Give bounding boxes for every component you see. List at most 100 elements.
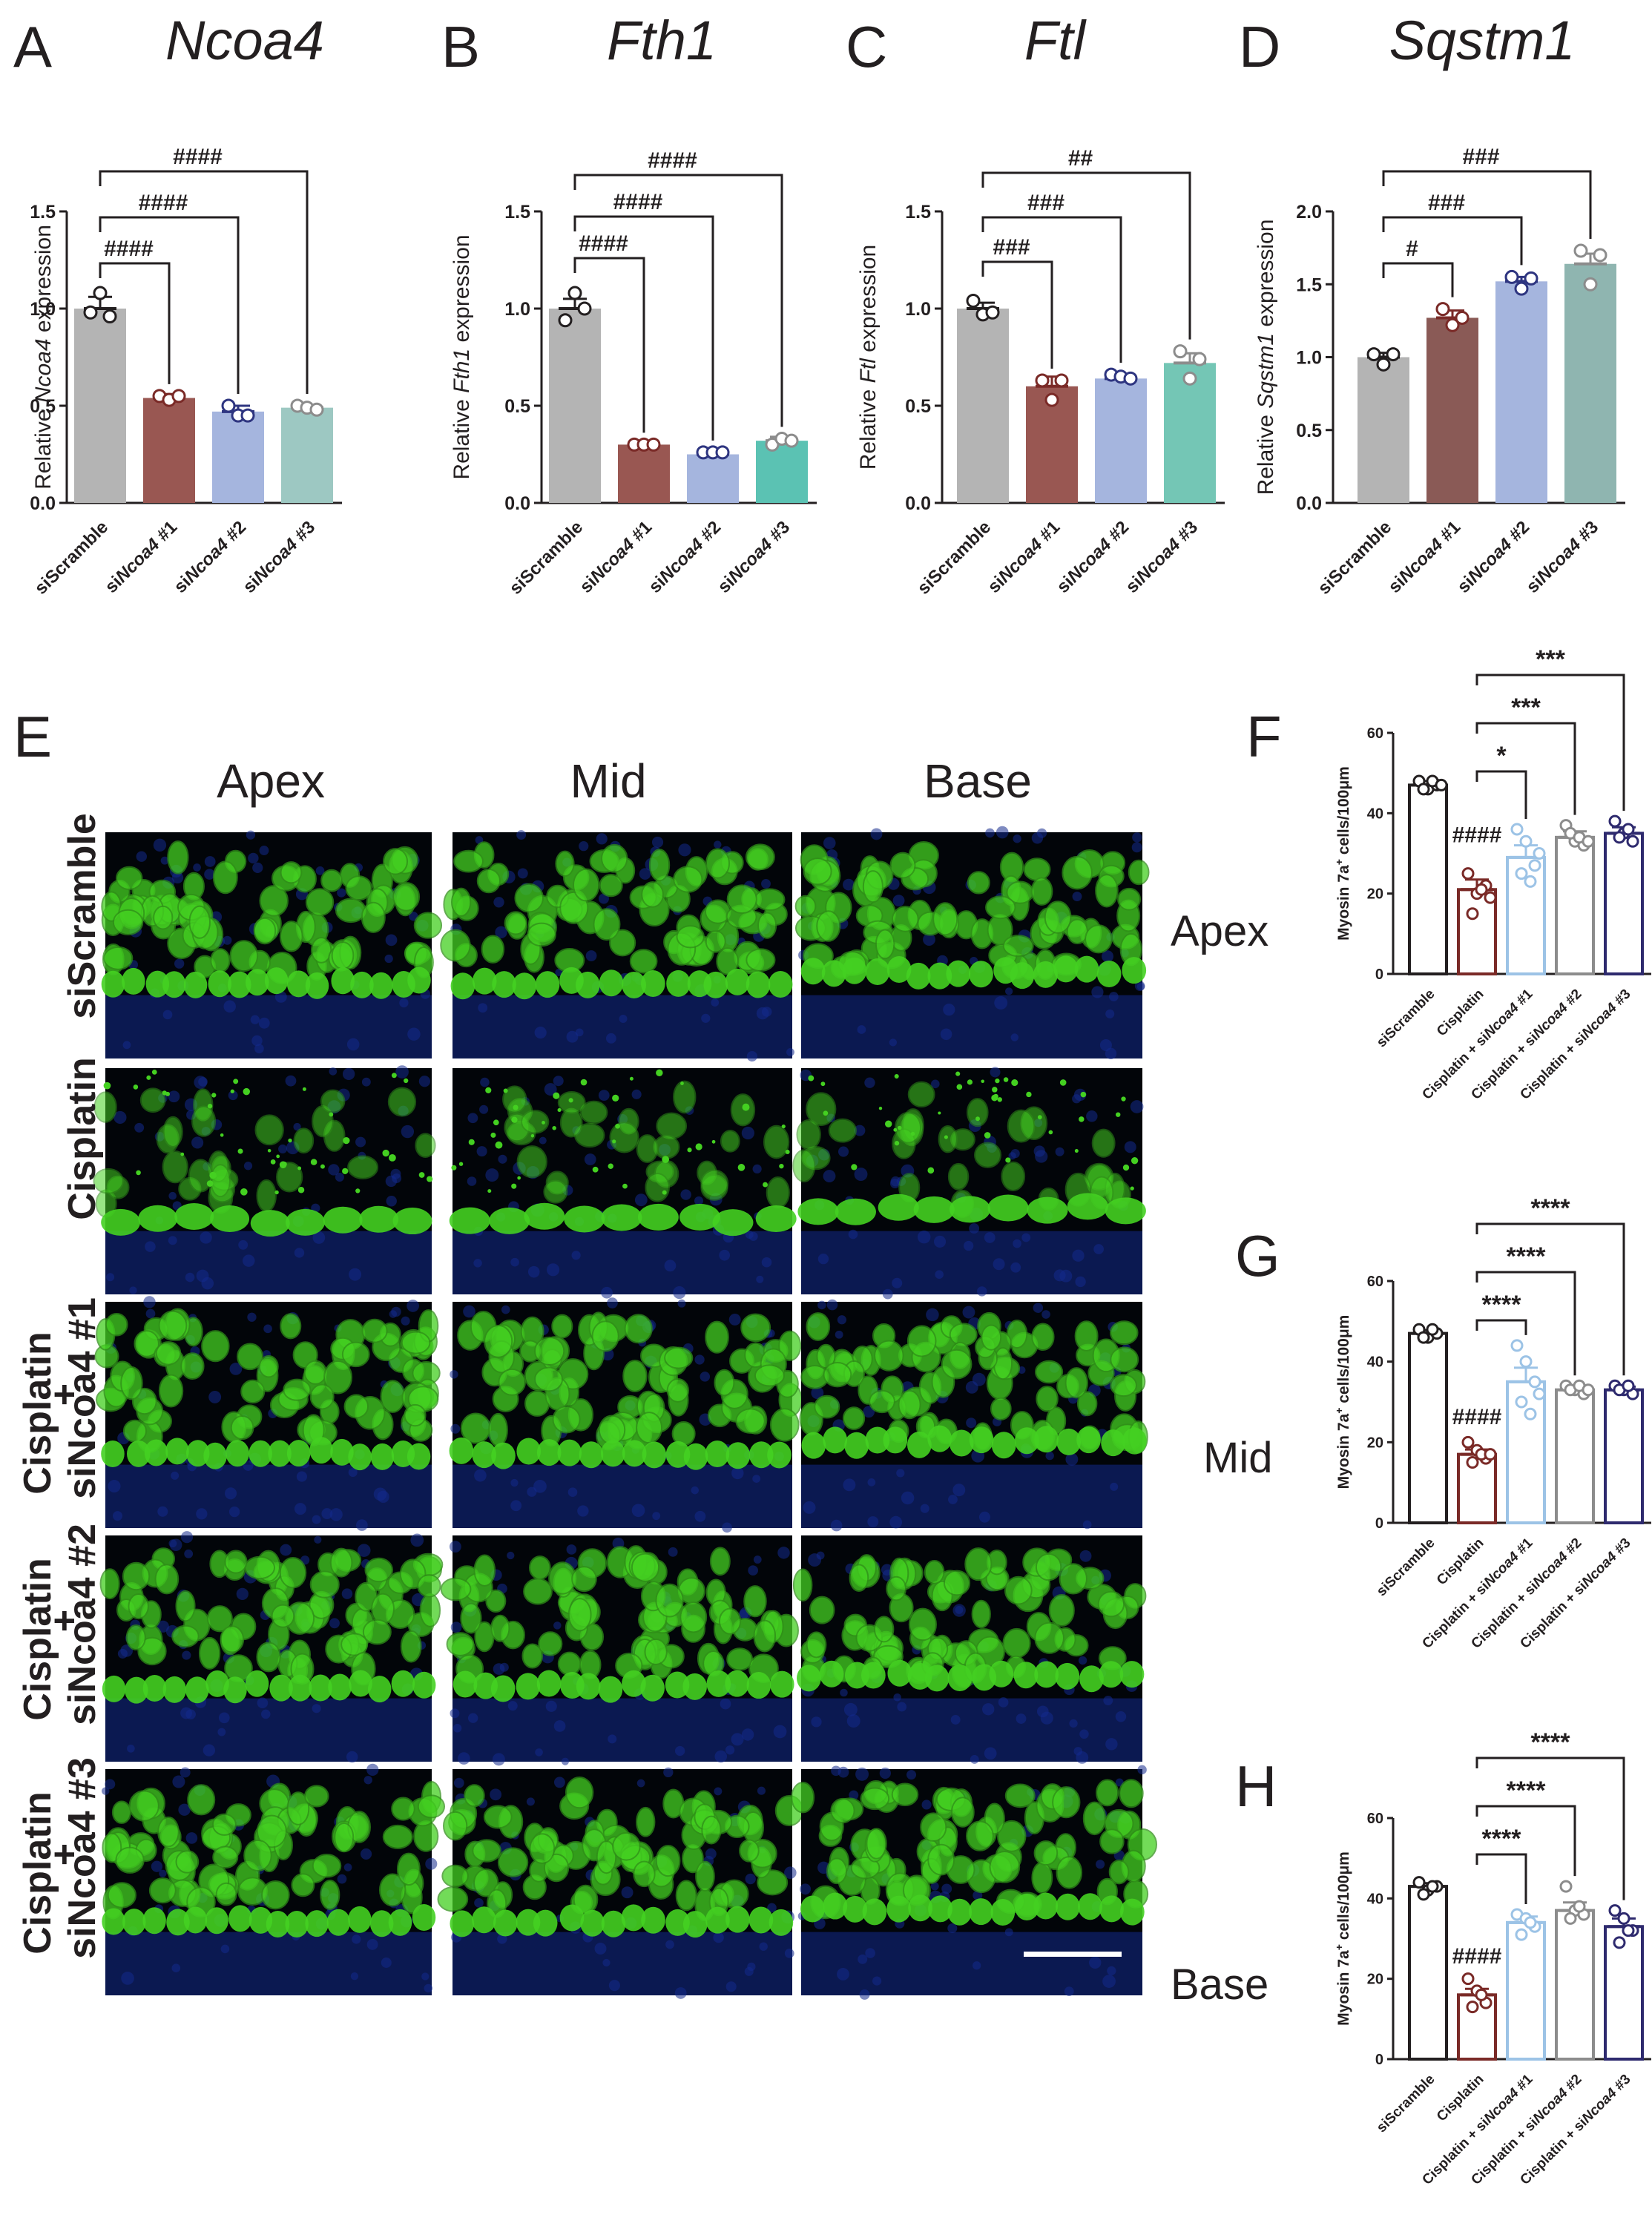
category-label: siNcoa4 #3	[239, 517, 319, 597]
comparison-bracket	[573, 174, 783, 427]
significance-label: ***	[1536, 645, 1565, 674]
panel-label-h: H	[1235, 1754, 1277, 1819]
category-label: siNcoa4 #3	[714, 517, 794, 597]
significance-label: #	[1406, 237, 1418, 261]
micrograph-tile	[791, 1765, 1157, 2000]
category-label: siNcoa4 #1	[984, 517, 1064, 597]
category-label: siNcoa4 #2	[1453, 517, 1533, 597]
micrograph-tile	[792, 1067, 1146, 1300]
y-axis-label: Myosin 7a+ cells/100μm	[1333, 766, 1352, 941]
data-point	[1466, 907, 1479, 921]
significance-label: ####	[1452, 823, 1502, 848]
data-point	[1622, 1924, 1635, 1937]
micrograph-tile	[101, 830, 443, 1058]
significance-label: ****	[1482, 1291, 1522, 1319]
data-point	[1455, 310, 1470, 325]
category-label: siScramble	[506, 517, 588, 599]
micrograph-tile	[102, 1763, 445, 1995]
bar	[1604, 1925, 1644, 2061]
data-point	[646, 437, 661, 452]
data-point	[1435, 302, 1450, 317]
y-axis-label: Myosin 7a+ cells/100μm	[1333, 1851, 1352, 2026]
y-axis-label: Relative Fth1 expression	[450, 234, 474, 479]
data-point	[567, 286, 582, 300]
data-point	[1123, 371, 1138, 386]
row-label-cisplatin-sincoa4-2: Cisplatin + siNcoa4 #2	[16, 1524, 104, 1725]
significance-label: ####	[579, 231, 628, 256]
data-point	[577, 301, 592, 316]
bar	[756, 441, 808, 503]
data-point	[1573, 243, 1588, 258]
bar	[1358, 357, 1409, 503]
bar	[1555, 835, 1595, 976]
panel-label-g: G	[1235, 1223, 1280, 1288]
data-point	[309, 402, 324, 417]
y-axis-label: Relative Ftl expression	[856, 245, 881, 470]
scale-bar	[1024, 1952, 1122, 1957]
panel-label-f: F	[1246, 704, 1282, 769]
data-point	[1519, 834, 1533, 848]
data-point	[1564, 1912, 1577, 1925]
data-point	[1622, 823, 1635, 836]
bar	[1408, 1885, 1448, 2061]
data-point	[715, 445, 730, 460]
chart-c: 0.0 0.5 1.0 1.5 Relative Ftl expression siScr…	[856, 146, 1225, 599]
data-point	[1622, 1379, 1635, 1392]
category-label: siNcoa4 #2	[645, 517, 725, 597]
comparison-bracket	[573, 257, 645, 433]
y-tick-label: 40	[1367, 1891, 1383, 1907]
bar	[1095, 378, 1147, 503]
data-point	[1044, 392, 1059, 407]
data-point	[1613, 1936, 1626, 1949]
chart-d: 0.0 0.5 1.0 1.5 2.0 Relative Sqstm1 expressio…	[1254, 145, 1625, 599]
category-label: siScramble	[1314, 517, 1396, 599]
y-tick-label: 1.0	[1296, 348, 1322, 369]
data-point	[171, 389, 186, 404]
significance-label: ****	[1507, 1242, 1547, 1271]
category-label: siNcoa4 #3	[1522, 517, 1602, 597]
comparison-bracket	[981, 171, 1191, 340]
data-point	[1484, 1448, 1497, 1461]
micrograph-tile	[440, 1535, 799, 1766]
column-label-apex: Apex	[217, 754, 325, 808]
row-label-cisplatin-sincoa4-3: Cisplatin + siNcoa4 #3	[16, 1757, 104, 1959]
row-label-line: Cisplatin	[16, 1331, 59, 1495]
panel-label-d: D	[1239, 14, 1280, 79]
panel-label-c: C	[846, 14, 887, 79]
significance-label: ####	[648, 148, 697, 173]
data-point	[1608, 814, 1622, 828]
y-tick-label: 0.0	[30, 493, 56, 514]
comparison-bracket	[99, 216, 240, 394]
side-label-base: Base	[1171, 1960, 1268, 2009]
bar	[957, 309, 1009, 503]
y-tick-label: 1.5	[504, 202, 530, 223]
bar	[212, 411, 264, 503]
row-label-line: +	[43, 1843, 86, 1866]
data-point	[1626, 834, 1639, 848]
data-point	[1533, 847, 1546, 860]
y-tick-label: 0	[1375, 2052, 1383, 2068]
micrograph-tile	[799, 1299, 1148, 1532]
data-point	[1417, 1331, 1430, 1344]
data-point	[1533, 1387, 1546, 1400]
data-point	[1461, 867, 1475, 880]
data-point	[1524, 271, 1539, 286]
data-point	[1386, 347, 1401, 362]
bar	[1555, 1388, 1595, 1524]
significance-label: ####	[1452, 1405, 1502, 1429]
y-tick-label: 0.0	[905, 493, 931, 514]
category-label: siNcoa4 #3	[1122, 517, 1202, 597]
y-tick-label: 1.5	[905, 202, 931, 223]
y-tick-label: 1.0	[905, 299, 931, 320]
data-point	[1582, 1383, 1595, 1397]
micrograph-tile	[437, 1767, 804, 1999]
data-point	[83, 305, 98, 320]
significance-label: ###	[1462, 145, 1499, 169]
data-point	[102, 309, 117, 323]
significance-label: ####	[104, 237, 154, 261]
comparison-bracket	[1382, 216, 1523, 266]
significance-label: ####	[613, 190, 663, 214]
bar	[1408, 783, 1448, 975]
y-tick-label: 0.5	[504, 396, 530, 417]
bar	[1164, 363, 1216, 503]
